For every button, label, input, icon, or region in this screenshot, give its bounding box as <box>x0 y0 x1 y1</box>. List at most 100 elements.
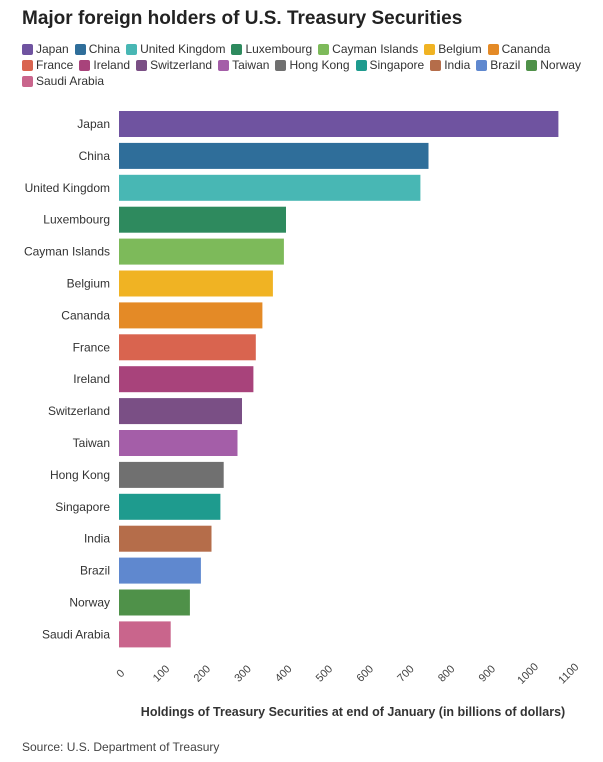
legend-item: Cayman Islands <box>318 42 418 56</box>
legend-item: Norway <box>526 58 581 72</box>
category-label: Belgium <box>67 277 110 291</box>
category-label: Singapore <box>55 500 110 514</box>
legend-item: Japan <box>22 42 69 56</box>
legend-item: United Kingdom <box>126 42 225 56</box>
legend-item: Brazil <box>476 58 520 72</box>
category-label: Switzerland <box>48 404 110 418</box>
legend-swatch <box>231 43 243 55</box>
legend-item: Hong Kong <box>275 58 350 72</box>
legend-swatch <box>318 43 330 55</box>
bar-chart: Japan China United Kingdom Luxembourg Cayman… <box>24 111 581 719</box>
bar <box>119 238 284 265</box>
source-note: Source: U.S. Department of Treasury <box>22 740 220 754</box>
legend-item: Saudi Arabia <box>22 74 104 88</box>
x-tick-label: 600 <box>355 663 376 684</box>
legend-swatch <box>22 75 33 87</box>
legend-label: Japan <box>36 42 69 56</box>
category-label: Taiwan <box>73 436 110 450</box>
legend-label: Hong Kong <box>289 58 350 72</box>
legend-swatch <box>22 59 33 71</box>
legend-item: Singapore <box>355 58 425 72</box>
legend-label: Ireland <box>93 58 131 72</box>
legend-label: Saudi Arabia <box>36 74 105 88</box>
legend-label: Singapore <box>369 58 425 72</box>
bar <box>119 270 273 297</box>
legend-label: Cananda <box>501 42 551 56</box>
legend-item: India <box>430 58 470 72</box>
chart-title: Major foreign holders of U.S. Treasury S… <box>22 8 463 29</box>
legend-label: Cayman Islands <box>332 42 419 56</box>
category-label: Luxembourg <box>43 213 110 227</box>
bar <box>119 525 212 552</box>
legend-swatch <box>526 59 538 71</box>
legend-label: Norway <box>540 58 581 72</box>
legend-label: Brazil <box>490 58 521 72</box>
bar <box>119 430 238 456</box>
bar <box>119 398 242 425</box>
bar <box>119 621 171 648</box>
x-tick-label: 100 <box>151 663 172 684</box>
category-label: Hong Kong <box>50 468 110 482</box>
legend-item: Luxembourg <box>231 42 312 56</box>
category-label: Cananda <box>61 308 110 322</box>
legend-swatch <box>355 59 367 71</box>
legend-item: Switzerland <box>136 58 212 72</box>
legend-label: Switzerland <box>150 58 213 72</box>
x-tick-label: 200 <box>192 663 213 684</box>
bar <box>119 142 429 169</box>
bar <box>119 206 286 233</box>
legend-swatch <box>424 43 436 55</box>
legend-label: Belgium <box>438 42 482 56</box>
legend-label: United Kingdom <box>140 42 226 56</box>
legend-label: India <box>444 58 471 72</box>
legend-item: Belgium <box>424 42 482 56</box>
x-tick-label: 0 <box>114 667 127 680</box>
legend-swatch <box>126 43 138 55</box>
legend-swatch <box>22 43 33 55</box>
legend-label: Taiwan <box>232 58 270 72</box>
bar <box>119 111 559 137</box>
legend-swatch <box>218 59 230 71</box>
x-tick-label: 1000 <box>515 661 541 687</box>
legend-swatch <box>275 59 287 71</box>
bar <box>119 302 263 329</box>
legend-item: Taiwan <box>218 58 269 72</box>
bar <box>119 589 190 616</box>
x-tick-label: 300 <box>232 663 253 684</box>
x-tick-label: 1100 <box>556 661 581 686</box>
category-label: India <box>84 532 110 546</box>
legend-item: China <box>74 42 121 56</box>
bar <box>119 493 221 520</box>
legend-swatch <box>487 43 499 55</box>
legend-item: France <box>22 58 73 72</box>
category-label: Japan <box>77 117 110 131</box>
legend-swatch <box>136 59 148 71</box>
category-label: Cayman Islands <box>24 245 110 259</box>
legend-swatch <box>79 59 91 71</box>
category-label: United Kingdom <box>25 181 110 195</box>
legend-item: Ireland <box>79 58 130 72</box>
bar <box>119 334 256 361</box>
legend-item: Cananda <box>487 42 551 56</box>
x-tick-label: 400 <box>273 663 294 684</box>
legend-label: Luxembourg <box>245 42 313 56</box>
x-axis-title: Holdings of Treasury Securities at end o… <box>141 705 565 719</box>
bar <box>119 461 224 488</box>
legend-label: China <box>88 42 121 56</box>
bar <box>119 366 254 393</box>
legend-swatch <box>74 43 86 55</box>
category-label: Saudi Arabia <box>42 627 110 641</box>
bar <box>119 174 421 201</box>
legend-swatch <box>476 59 488 71</box>
x-tick-label: 500 <box>314 663 335 684</box>
legend-swatch <box>430 59 442 71</box>
category-label: China <box>79 149 111 163</box>
category-label: Norway <box>69 596 110 610</box>
x-tick-label: 800 <box>436 663 457 684</box>
category-label: France <box>73 340 111 354</box>
category-label: Ireland <box>73 372 110 386</box>
x-tick-label: 700 <box>395 663 416 684</box>
chart-legend: Japan China United Kingdom Luxembourg Cayman… <box>22 42 592 88</box>
legend-label: France <box>36 58 74 72</box>
